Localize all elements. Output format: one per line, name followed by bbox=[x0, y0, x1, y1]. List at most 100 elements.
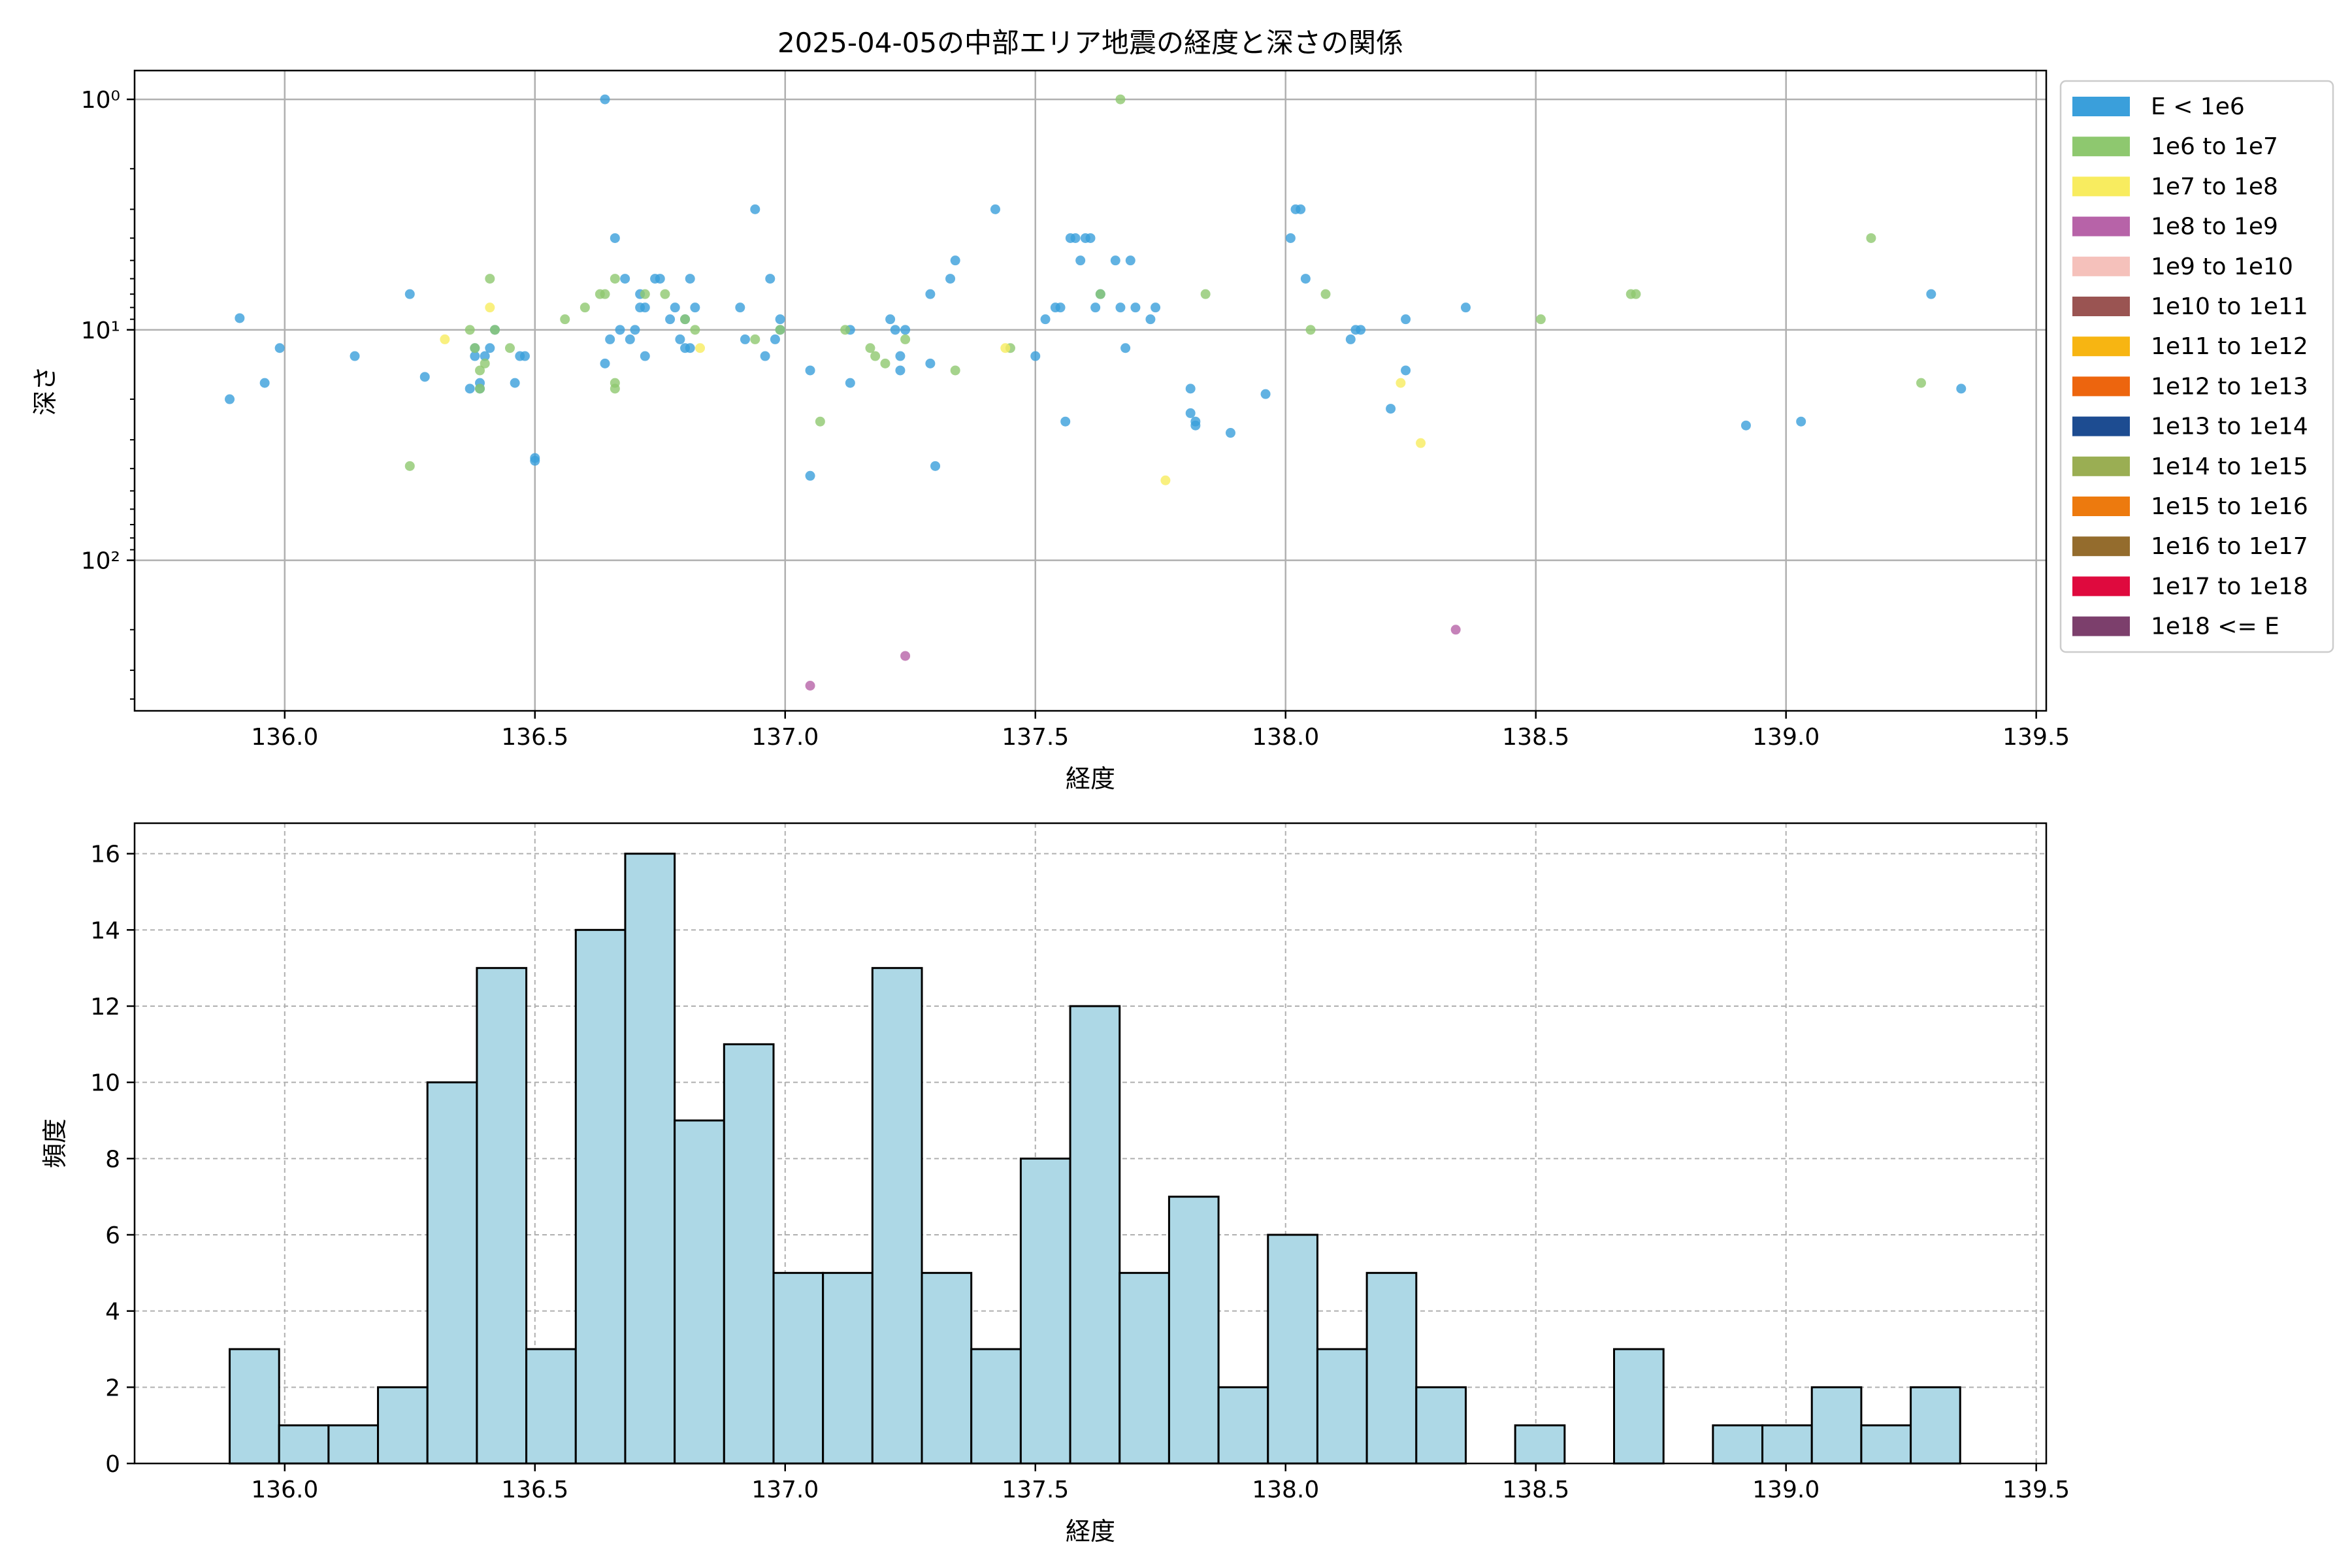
histogram-x-tick-label: 136.5 bbox=[501, 1477, 568, 1503]
histogram-bar bbox=[229, 1348, 280, 1465]
histogram-bar bbox=[574, 928, 627, 1465]
histogram-axes-frame bbox=[133, 822, 2048, 1465]
histogram-bar bbox=[1810, 1386, 1863, 1465]
legend-swatch bbox=[2072, 456, 2130, 476]
scatter-point-e-1e6 bbox=[1185, 384, 1196, 394]
scatter-point-e-1e6 bbox=[930, 461, 941, 471]
legend-label: 1e6 to 1e7 bbox=[2151, 133, 2278, 160]
scatter-point-1e8-to-1e9 bbox=[900, 651, 911, 661]
scatter-point-1e6-to-1e7 bbox=[485, 274, 495, 284]
scatter-x-tick-label: 139.0 bbox=[1752, 724, 1820, 751]
scatter-point-1e6-to-1e7 bbox=[475, 365, 485, 376]
scatter-x-tick-label: 138.5 bbox=[1502, 724, 1569, 751]
legend-label: E < 1e6 bbox=[2151, 93, 2245, 120]
histogram-y-tick-label: 16 bbox=[90, 841, 120, 868]
scatter-point-1e7-to-1e8 bbox=[1396, 378, 1406, 388]
scatter-point-e-1e6 bbox=[760, 351, 770, 361]
scatter-point-e-1e6 bbox=[1296, 204, 1306, 214]
histogram-x-tick-label: 136.0 bbox=[251, 1477, 318, 1503]
scatter-point-e-1e6 bbox=[1401, 365, 1411, 376]
legend-swatch bbox=[2072, 336, 2130, 357]
scatter-point-e-1e6 bbox=[770, 334, 780, 344]
legend-label: 1e16 to 1e17 bbox=[2151, 533, 2308, 560]
histogram-x-tick-label: 138.0 bbox=[1252, 1477, 1319, 1503]
histogram-bar bbox=[278, 1424, 330, 1465]
scatter-point-e-1e6 bbox=[925, 358, 936, 368]
scatter-point-e-1e6 bbox=[1190, 420, 1201, 431]
histogram-bar bbox=[871, 967, 923, 1465]
histogram-xlabel: 経度 bbox=[1066, 1517, 1115, 1546]
scatter-point-1e6-to-1e7 bbox=[1535, 314, 1546, 325]
histogram-y-tick-label: 0 bbox=[105, 1451, 120, 1478]
scatter-point-e-1e6 bbox=[1386, 404, 1396, 414]
scatter-point-e-1e6 bbox=[1055, 302, 1066, 313]
scatter-point-e-1e6 bbox=[900, 325, 911, 335]
legend-frame bbox=[2059, 80, 2334, 653]
scatter-point-e-1e6 bbox=[845, 378, 855, 388]
legend-swatch bbox=[2072, 536, 2130, 557]
histogram-bar bbox=[1712, 1424, 1764, 1465]
scatter-point-1e6-to-1e7 bbox=[1305, 325, 1316, 335]
scatter-point-1e6-to-1e7 bbox=[900, 334, 911, 344]
legend-swatch bbox=[2072, 297, 2130, 316]
scatter-point-1e6-to-1e7 bbox=[750, 334, 760, 344]
scatter-point-e-1e6 bbox=[1070, 233, 1081, 243]
scatter-point-e-1e6 bbox=[1040, 314, 1051, 325]
scatter-point-e-1e6 bbox=[419, 372, 430, 382]
scatter-point-e-1e6 bbox=[1956, 384, 1967, 394]
scatter-point-1e6-to-1e7 bbox=[504, 343, 515, 353]
scatter-point-e-1e6 bbox=[1090, 302, 1101, 313]
legend-label: 1e7 to 1e8 bbox=[2151, 173, 2278, 200]
histogram-bar bbox=[1316, 1348, 1368, 1465]
scatter-point-1e7-to-1e8 bbox=[1000, 343, 1011, 353]
scatter-point-e-1e6 bbox=[1145, 314, 1156, 325]
scatter-point-e-1e6 bbox=[750, 204, 760, 214]
scatter-point-e-1e6 bbox=[775, 314, 785, 325]
histogram-bar bbox=[327, 1424, 380, 1465]
scatter-point-1e6-to-1e7 bbox=[480, 358, 490, 368]
scatter-point-e-1e6 bbox=[805, 365, 815, 376]
scatter-point-1e6-to-1e7 bbox=[865, 343, 875, 353]
legend: E < 1e6 1e6 to 1e7 1e7 to 1e8 1e8 to 1e9 1e9… bbox=[2059, 80, 2334, 653]
histogram-y-tick-label: 10 bbox=[90, 1070, 120, 1097]
histogram-y-tick-label: 2 bbox=[105, 1375, 120, 1401]
scatter-point-e-1e6 bbox=[1401, 314, 1411, 325]
scatter-point-e-1e6 bbox=[630, 325, 640, 335]
scatter-point-1e6-to-1e7 bbox=[404, 461, 415, 471]
scatter-point-e-1e6 bbox=[1125, 255, 1135, 266]
scatter-point-e-1e6 bbox=[805, 470, 815, 481]
scatter-point-e-1e6 bbox=[510, 378, 520, 388]
legend-swatch bbox=[2072, 576, 2130, 596]
scatter-point-1e6-to-1e7 bbox=[475, 384, 485, 394]
scatter-point-e-1e6 bbox=[1060, 416, 1071, 427]
histogram: 136.0 136.5 137.0 137.5 138.0 138.5 139.0 139.5… bbox=[41, 822, 2070, 1546]
scatter-x-tick-label: 138.0 bbox=[1252, 724, 1319, 751]
scatter-point-e-1e6 bbox=[740, 334, 750, 344]
scatter-point-e-1e6 bbox=[1356, 325, 1366, 335]
legend-swatch bbox=[2072, 376, 2130, 397]
scatter-point-1e6-to-1e7 bbox=[1115, 94, 1126, 105]
scatter-point-e-1e6 bbox=[470, 351, 480, 361]
scatter-point-1e6-to-1e7 bbox=[840, 325, 851, 335]
scatter-point-1e6-to-1e7 bbox=[815, 416, 825, 427]
scatter-point-e-1e6 bbox=[1926, 289, 1936, 299]
scatter-point-e-1e6 bbox=[1115, 302, 1126, 313]
scatter-point-e-1e6 bbox=[735, 302, 745, 313]
scatter-ylabel: 深さ bbox=[31, 366, 59, 416]
scatter-point-e-1e6 bbox=[665, 314, 676, 325]
scatter-point-e-1e6 bbox=[274, 343, 285, 353]
histogram-bar bbox=[1019, 1157, 1071, 1465]
scatter-point-e-1e6 bbox=[530, 455, 540, 466]
histogram-bar bbox=[426, 1081, 478, 1465]
scatter-point-e-1e6 bbox=[945, 274, 956, 284]
scatter-point-1e6-to-1e7 bbox=[1320, 289, 1331, 299]
histogram-bar bbox=[624, 853, 676, 1465]
legend-label: 1e13 to 1e14 bbox=[2151, 414, 2308, 440]
scatter-y-tick-label: 10² bbox=[81, 548, 120, 575]
scatter-y-tick-label: 10¹ bbox=[81, 318, 120, 344]
histogram-bar bbox=[525, 1348, 577, 1465]
scatter-point-e-1e6 bbox=[225, 394, 235, 404]
histogram-y-tick-label: 4 bbox=[105, 1299, 120, 1326]
legend-label: 1e14 to 1e15 bbox=[2151, 453, 2308, 480]
histogram-y-tick-label: 14 bbox=[90, 917, 120, 944]
